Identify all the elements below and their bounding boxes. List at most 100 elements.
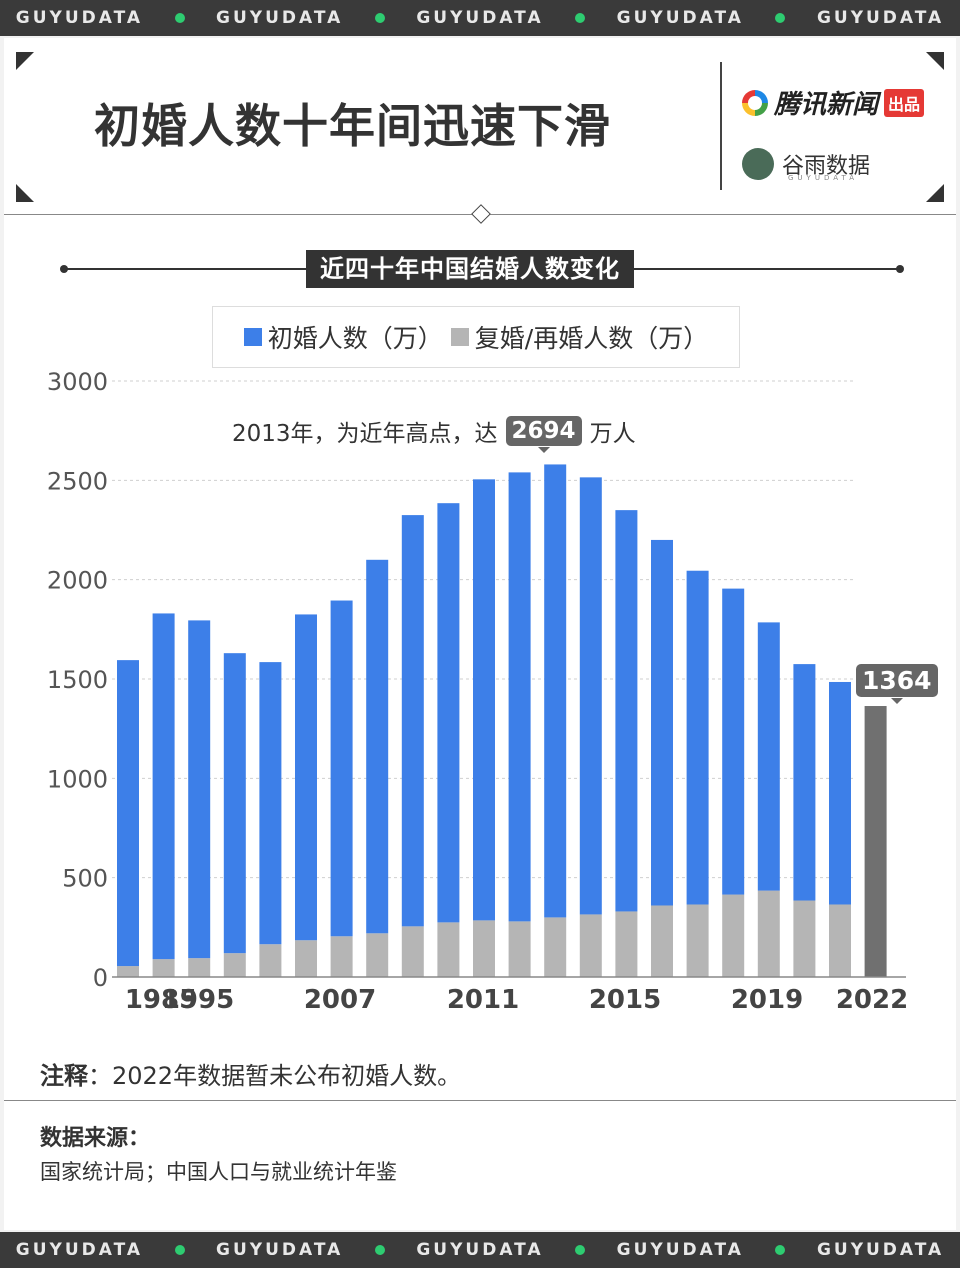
bar-remarriage — [330, 936, 353, 977]
note-label: 注释 — [40, 1062, 88, 1090]
dot-icon — [575, 13, 586, 23]
bar-remarriage — [223, 953, 246, 977]
x-tick-label: 2007 — [304, 985, 376, 1015]
bar-remarriage — [473, 920, 495, 977]
bar-remarriage — [188, 958, 211, 977]
annotation-text-after: 万人 — [589, 421, 636, 447]
banner-text: GUYUDATA — [15, 1240, 144, 1260]
y-tick-label: 0 — [93, 964, 108, 992]
dot-icon — [775, 13, 786, 23]
bar-first-marriage — [295, 614, 317, 941]
bar-first-marriage — [366, 559, 389, 934]
y-tick-label: 1000 — [47, 765, 108, 793]
banner-text: GUYUDATA — [616, 8, 744, 28]
bar-remarriage — [152, 959, 175, 977]
bar-first-marriage — [615, 510, 638, 912]
x-tick-label: 1995 — [162, 985, 234, 1015]
top-banner: GUYUDATA GUYUDATA GUYUDATA GUYUDATA GUYU… — [0, 0, 960, 36]
bar-remarriage — [722, 894, 745, 977]
chart-subtitle: 近四十年中国结婚人数变化 — [306, 250, 634, 288]
dot-icon — [174, 1245, 185, 1255]
bar-remarriage — [686, 904, 709, 977]
bar-first-marriage — [188, 620, 211, 959]
bar-first-marriage — [117, 660, 139, 967]
corner-mark-icon — [16, 184, 34, 202]
bar-first-marriage — [437, 503, 460, 923]
bar-first-marriage — [508, 472, 531, 922]
x-tick-label: 2022 — [836, 985, 908, 1015]
guyu-data-brand: 谷雨数据 GUYUDATA — [742, 148, 871, 182]
chart-legend: 初婚人数（万） 复婚/再婚人数（万） — [212, 306, 740, 368]
bar-remarriage — [651, 905, 673, 977]
bar-remarriage — [579, 914, 602, 977]
dot-icon — [374, 1245, 385, 1255]
x-tick-label: 2011 — [447, 985, 519, 1015]
bottom-banner: GUYUDATA GUYUDATA GUYUDATA GUYUDATA GUYU… — [0, 1232, 960, 1268]
y-tick-label: 2000 — [47, 567, 108, 595]
y-tick-label: 1500 — [47, 666, 108, 694]
bar-first-marriage — [401, 515, 424, 927]
bar-first-marriage — [829, 681, 851, 905]
bar-remarriage — [508, 921, 531, 977]
bar-first-marriage — [259, 662, 282, 945]
brand1-name: 腾讯新闻 — [774, 90, 879, 120]
source-label: 数据来源： — [40, 1126, 151, 1151]
banner-text: GUYUDATA — [616, 1240, 744, 1260]
peak-annotation: 2013年，为近年高点，达 2694 万人 — [232, 414, 636, 453]
bar-first-marriage — [473, 479, 495, 921]
note-text: ：2022年数据暂未公布初婚人数。 — [88, 1062, 462, 1090]
header-divider — [720, 62, 722, 190]
y-tick-label: 2500 — [47, 467, 108, 495]
legend-item-first: 初婚人数（万） — [243, 319, 443, 355]
banner-text: GUYUDATA — [15, 8, 144, 28]
x-tick-label: 2015 — [589, 985, 661, 1015]
legend-label-re: 复婚/再婚人数（万） — [474, 324, 709, 353]
bar-first-marriage — [722, 588, 745, 895]
bird-logo-icon — [742, 148, 774, 180]
bar-remarriage — [544, 917, 567, 977]
annotation-text-before: 2013年，为近年高点，达 — [232, 421, 498, 447]
bar-first-marriage — [793, 664, 816, 901]
x-tick-label: 2019 — [731, 985, 803, 1015]
x-tick-label: 1985 — [125, 985, 197, 1015]
brand1-tag: 出品 — [884, 88, 925, 117]
final-value-callout: 1364 — [856, 664, 938, 704]
corner-mark-icon — [16, 52, 34, 70]
bar-remarriage — [437, 922, 460, 977]
bar-first-marriage — [223, 653, 246, 954]
bar-first-marriage — [152, 613, 175, 960]
bar-remarriage — [401, 926, 424, 977]
legend-swatch-re — [450, 328, 469, 346]
bar-remarriage — [757, 890, 780, 977]
bar-remarriage — [259, 944, 282, 977]
dot-icon — [575, 1245, 586, 1255]
bar-remarriage — [117, 966, 139, 977]
banner-text: GUYUDATA — [816, 1240, 945, 1260]
bar-remarriage — [829, 904, 851, 977]
bar-first-marriage — [757, 622, 780, 891]
banner-text: GUYUDATA — [216, 8, 344, 28]
bar-remarriage — [793, 900, 816, 977]
tencent-news-brand: 腾讯新闻 出品 — [742, 84, 925, 121]
brand2-name: 谷雨数据 — [782, 154, 871, 179]
bar-remarriage — [295, 940, 317, 977]
legend-item-re: 复婚/再婚人数（万） — [450, 319, 709, 355]
corner-mark-icon — [926, 184, 944, 202]
bar-first-marriage — [579, 477, 602, 915]
banner-text: GUYUDATA — [216, 1240, 344, 1260]
dot-icon — [174, 13, 185, 23]
bar-remarriage — [366, 933, 389, 977]
bar-remarriage — [615, 911, 638, 977]
legend-label-first: 初婚人数（万） — [267, 324, 443, 353]
page-title: 初婚人数十年间迅速下滑 — [94, 99, 611, 153]
y-tick-label: 3000 — [47, 368, 108, 396]
dot-icon — [775, 1245, 786, 1255]
banner-text: GUYUDATA — [416, 8, 544, 28]
bar-first-marriage — [686, 570, 709, 905]
corner-mark-icon — [926, 52, 944, 70]
source-text: 国家统计局；中国人口与就业统计年鉴 — [40, 1160, 397, 1184]
banner-text: GUYUDATA — [816, 8, 945, 28]
tencent-news-logo-icon — [742, 89, 768, 116]
